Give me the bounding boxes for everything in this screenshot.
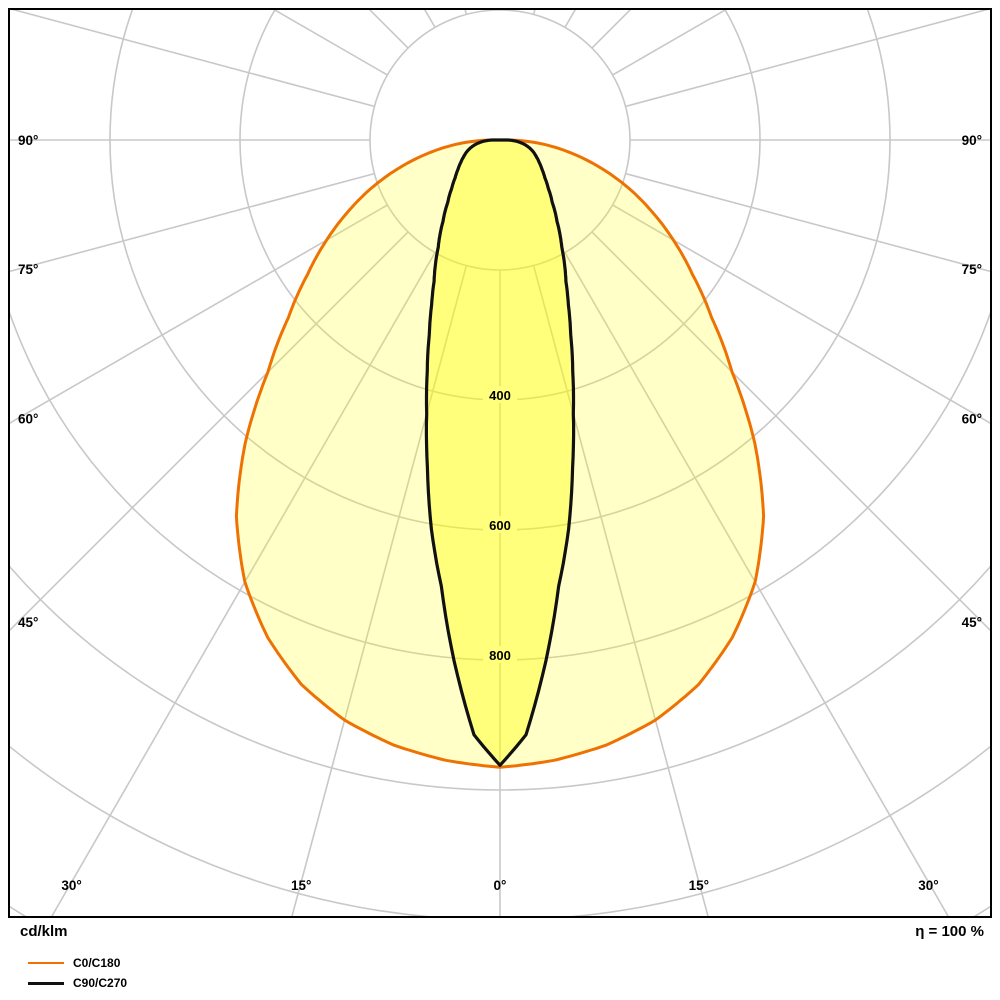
curve-fill-c90-c270 — [426, 140, 574, 766]
efficiency-label: η = 100 % — [915, 923, 984, 940]
angle-label-bottom: 15° — [689, 878, 709, 893]
grid-radial-line — [51, 252, 436, 916]
grid-radial-line — [564, 252, 949, 916]
grid-radial-line — [625, 10, 989, 108]
grid-radial-line — [291, 265, 468, 916]
ring-label: 400 — [489, 388, 511, 403]
photometric-polar-chart: 400 600 800 90° 90° 75° 75° 60° 60° 45° 45° 30° 30° 1… — [10, 10, 990, 916]
legend-label: C0/C180 — [73, 956, 121, 970]
legend-item: C90/C270 — [28, 973, 127, 993]
angle-label-bottom: 0° — [494, 878, 507, 893]
grid-radial-line — [591, 10, 632, 49]
grid-radial-line — [612, 10, 727, 76]
plot-frame: 400 600 800 90° 90° 75° 75° 60° 60° 45° 45° 30° 30° 1… — [8, 8, 992, 918]
grid-radial-line — [532, 265, 709, 916]
ring-label: 800 — [489, 648, 511, 663]
angle-label-left: 90° — [18, 133, 38, 148]
curve-c90-c270 — [424, 138, 576, 767]
angle-label-left: 45° — [18, 615, 38, 630]
grid-radial-line — [591, 231, 990, 632]
footer-bar: cd/klm η = 100 % — [8, 923, 992, 940]
angle-label-left: 75° — [18, 262, 38, 277]
legend-label: C90/C270 — [73, 976, 128, 990]
legend-item: C0/C180 — [28, 953, 127, 973]
angle-label-bottom: 15° — [291, 878, 311, 893]
grid-radial-line — [10, 231, 409, 632]
ring-label-backing — [483, 516, 517, 533]
angle-label-right: 90° — [962, 133, 982, 148]
angle-label-bottom: 30° — [918, 878, 938, 893]
curves-layer — [234, 138, 766, 769]
grid-radial-line — [10, 204, 388, 424]
angle-label-right: 60° — [962, 411, 982, 426]
legend-swatch — [28, 981, 64, 985]
legend: C0/C180 C90/C270 — [28, 953, 127, 993]
units-label: cd/klm — [20, 923, 68, 940]
grid-radial-line — [10, 172, 375, 273]
angle-label-right: 75° — [962, 262, 982, 277]
angle-label-right: 45° — [962, 615, 982, 630]
ring-label: 600 — [489, 518, 511, 533]
grid-radial-line — [612, 204, 990, 424]
grid-radial-line — [11, 10, 375, 108]
angle-label-left: 60° — [18, 411, 38, 426]
grid-radial-line — [464, 10, 468, 15]
ring-label-backing — [483, 386, 517, 403]
grid-radial-line — [368, 10, 409, 49]
curve-c0-c180 — [234, 138, 766, 769]
ring-label-backing — [483, 646, 517, 663]
legend-swatch — [28, 962, 64, 964]
curve-fill-c0-c180 — [236, 140, 764, 768]
grid-radial-line — [532, 10, 536, 15]
angle-label-bottom: 30° — [61, 878, 81, 893]
grid-radial-line — [273, 10, 388, 76]
grid-radial-line — [625, 172, 990, 273]
